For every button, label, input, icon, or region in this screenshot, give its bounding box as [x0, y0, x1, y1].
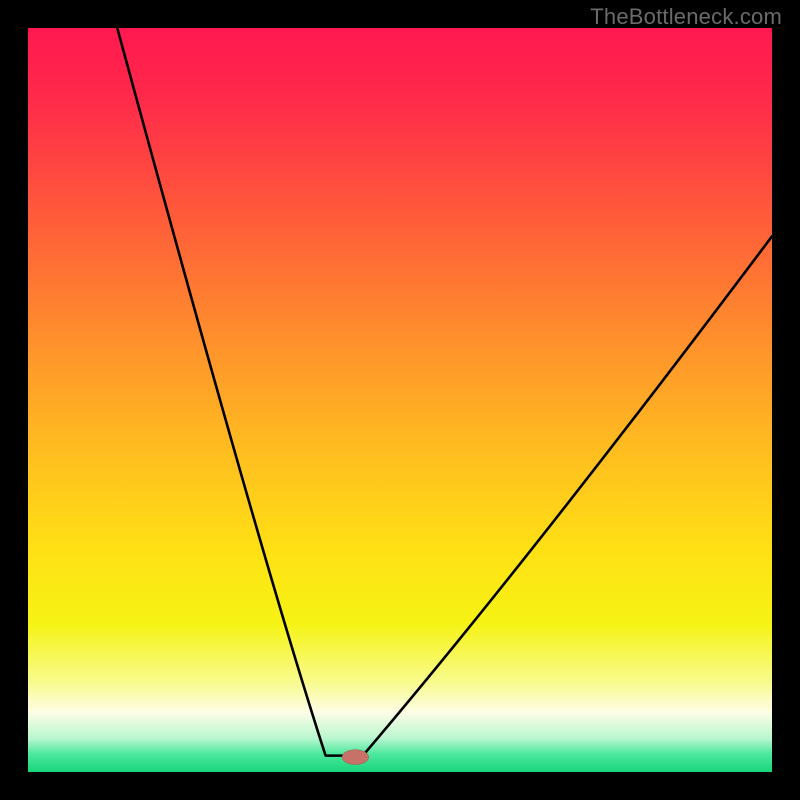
notch-marker [342, 750, 369, 765]
watermark-text: TheBottleneck.com [590, 4, 782, 30]
chart-frame: TheBottleneck.com [0, 0, 800, 800]
plot-area [28, 28, 772, 772]
chart-background [28, 28, 772, 772]
chart-svg [28, 28, 772, 772]
